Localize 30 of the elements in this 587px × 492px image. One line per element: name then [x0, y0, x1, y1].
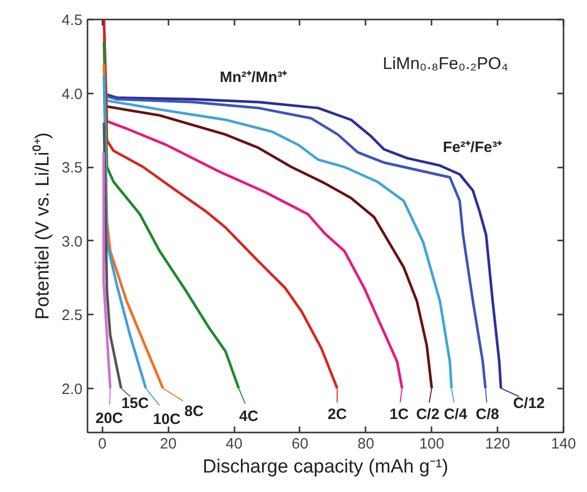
y-tick-label: 2.5 — [62, 307, 83, 324]
legend-label: 1C — [390, 406, 409, 423]
legend-label: C/12 — [513, 394, 545, 412]
x-tick-label: 100 — [419, 436, 444, 452]
legend-label: C/8 — [476, 406, 500, 423]
legend-label: 8C — [184, 402, 204, 420]
y-tick-label: 4.0 — [62, 86, 83, 103]
annotation: Fe²⁺/Fe³⁺ — [442, 139, 502, 156]
y-axis-title: Potentiel (V vs. Li/Li⁰⁺) — [32, 132, 54, 320]
y-tick-label: 3.0 — [62, 233, 83, 250]
annotation: Mn²⁺/Mn³⁺ — [220, 69, 288, 86]
x-tick-label: 40 — [226, 436, 242, 452]
y-tick-label: 2.0 — [62, 380, 83, 398]
legend-label: C/2 — [416, 406, 440, 423]
legend-label: 15C — [121, 394, 150, 412]
x-tick-label: 80 — [358, 436, 374, 452]
y-tick-label: 4.5 — [62, 12, 83, 29]
x-tick-label: 120 — [485, 436, 510, 452]
y-tick-label: 3.5 — [62, 160, 83, 176]
annotation: LiMn₀.₈Fe₀.₂PO₄ — [382, 54, 508, 73]
legend-label: 10C — [153, 410, 181, 428]
x-tick-label: 20 — [160, 436, 177, 452]
legend-label: 4C — [239, 408, 258, 425]
x-tick-label: 140 — [550, 436, 576, 452]
legend-label: C/4 — [444, 406, 468, 423]
legend-label: 2C — [328, 406, 347, 423]
x-axis-title: Discharge capacity (mAh g⁻¹) — [202, 456, 448, 478]
x-tick-label: 60 — [292, 436, 308, 452]
x-tick-label: 0 — [98, 436, 106, 452]
legend-label: 20C — [95, 410, 124, 427]
